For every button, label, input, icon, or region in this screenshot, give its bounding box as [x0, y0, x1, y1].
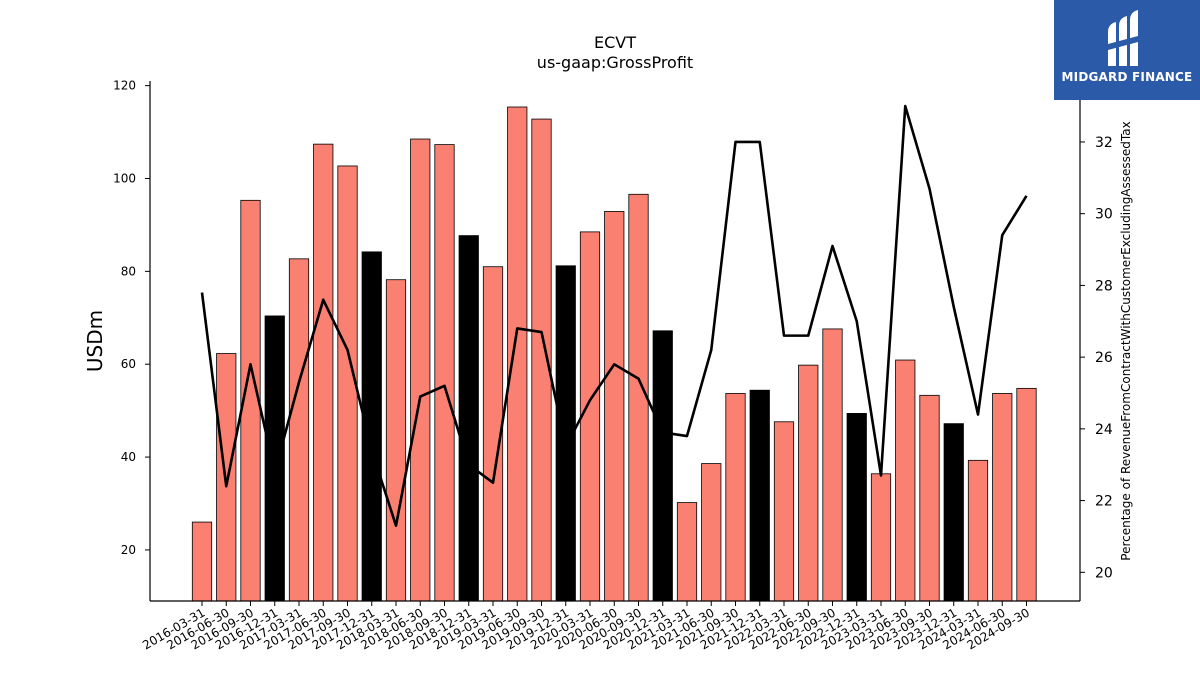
right-tick-label-28: 28	[1095, 278, 1113, 294]
right-tick-label-20: 20	[1095, 565, 1113, 581]
bar-2020-03-31	[579, 231, 601, 602]
right-tick-label-30: 30	[1095, 207, 1113, 223]
left-tick-label-120: 120	[113, 79, 136, 93]
logo-brand-text: MIDGARD FINANCE	[1061, 70, 1193, 84]
bar-2022-12-31	[846, 413, 867, 602]
midgard-logo-icon	[1108, 10, 1138, 66]
y-axis-label-left: USDm	[83, 310, 107, 372]
bar-2018-09-30	[434, 144, 455, 602]
axes: 20406080100120202224262830322016-03-3120…	[113, 79, 1113, 653]
left-tick-label-60: 60	[121, 357, 136, 371]
line-series	[200, 104, 1028, 527]
bar-series	[191, 106, 1037, 602]
bar-2022-06-30	[798, 364, 819, 602]
left-tick-label-100: 100	[113, 172, 136, 186]
bar-2024-09-30	[1016, 387, 1037, 602]
bar-2020-06-30	[604, 211, 625, 602]
bar-2018-06-30	[410, 138, 431, 602]
bar-2023-12-31	[943, 423, 964, 602]
bar-2016-03-31	[191, 521, 213, 602]
bar-2021-06-30	[701, 463, 722, 602]
bar-2023-09-30	[919, 394, 940, 602]
bar-2023-06-30	[895, 359, 916, 602]
bar-2022-03-31	[773, 421, 795, 602]
line-gross-profit-percentage	[200, 104, 1028, 527]
bar-2020-09-30	[628, 193, 649, 602]
right-tick-label-32: 32	[1095, 135, 1113, 151]
bar-2017-06-30	[313, 143, 334, 602]
right-tick-label-24: 24	[1095, 422, 1113, 438]
bar-2017-03-31	[288, 258, 310, 602]
brand-logo: MIDGARD FINANCE	[1054, 0, 1200, 100]
bar-2021-09-30	[725, 393, 746, 602]
bar-2018-03-31	[385, 279, 407, 602]
bar-2023-03-31	[870, 473, 892, 602]
bar-2024-06-30	[992, 393, 1013, 602]
chart-subtitle: us-gaap:GrossProfit	[537, 53, 693, 72]
chart-title: ECVT	[594, 33, 636, 52]
right-tick-label-26: 26	[1095, 350, 1113, 366]
bar-2021-03-31	[676, 502, 698, 602]
bar-2016-12-31	[264, 315, 285, 602]
bar-2018-12-31	[458, 235, 479, 602]
left-tick-label-20: 20	[121, 543, 136, 557]
bar-2020-12-31	[652, 330, 673, 602]
left-tick-label-80: 80	[121, 264, 136, 278]
bar-2022-09-30	[822, 328, 843, 602]
y-axis-label-right: Percentage of RevenueFromContractWithCus…	[1119, 121, 1133, 560]
left-tick-label-40: 40	[121, 450, 136, 464]
right-tick-label-22: 22	[1095, 494, 1113, 510]
bar-2021-12-31	[749, 389, 770, 602]
bar-2019-06-30	[507, 106, 528, 602]
bar-2024-03-31	[967, 459, 989, 602]
